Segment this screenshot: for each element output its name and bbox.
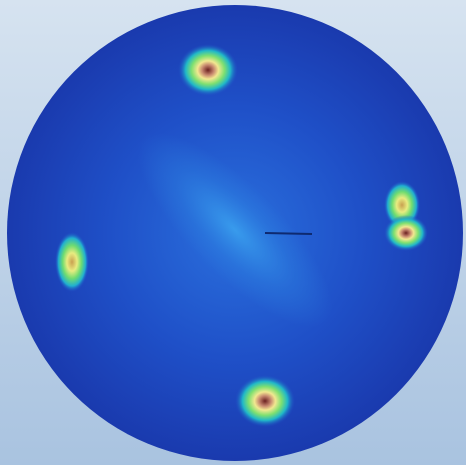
center-artifact <box>264 232 313 235</box>
diffuse-band <box>137 132 333 328</box>
pole-peak <box>384 215 428 251</box>
pole-peak <box>55 232 89 292</box>
pole-peak <box>178 44 238 96</box>
intensity-map <box>55 44 428 427</box>
pole-peak <box>235 375 295 427</box>
